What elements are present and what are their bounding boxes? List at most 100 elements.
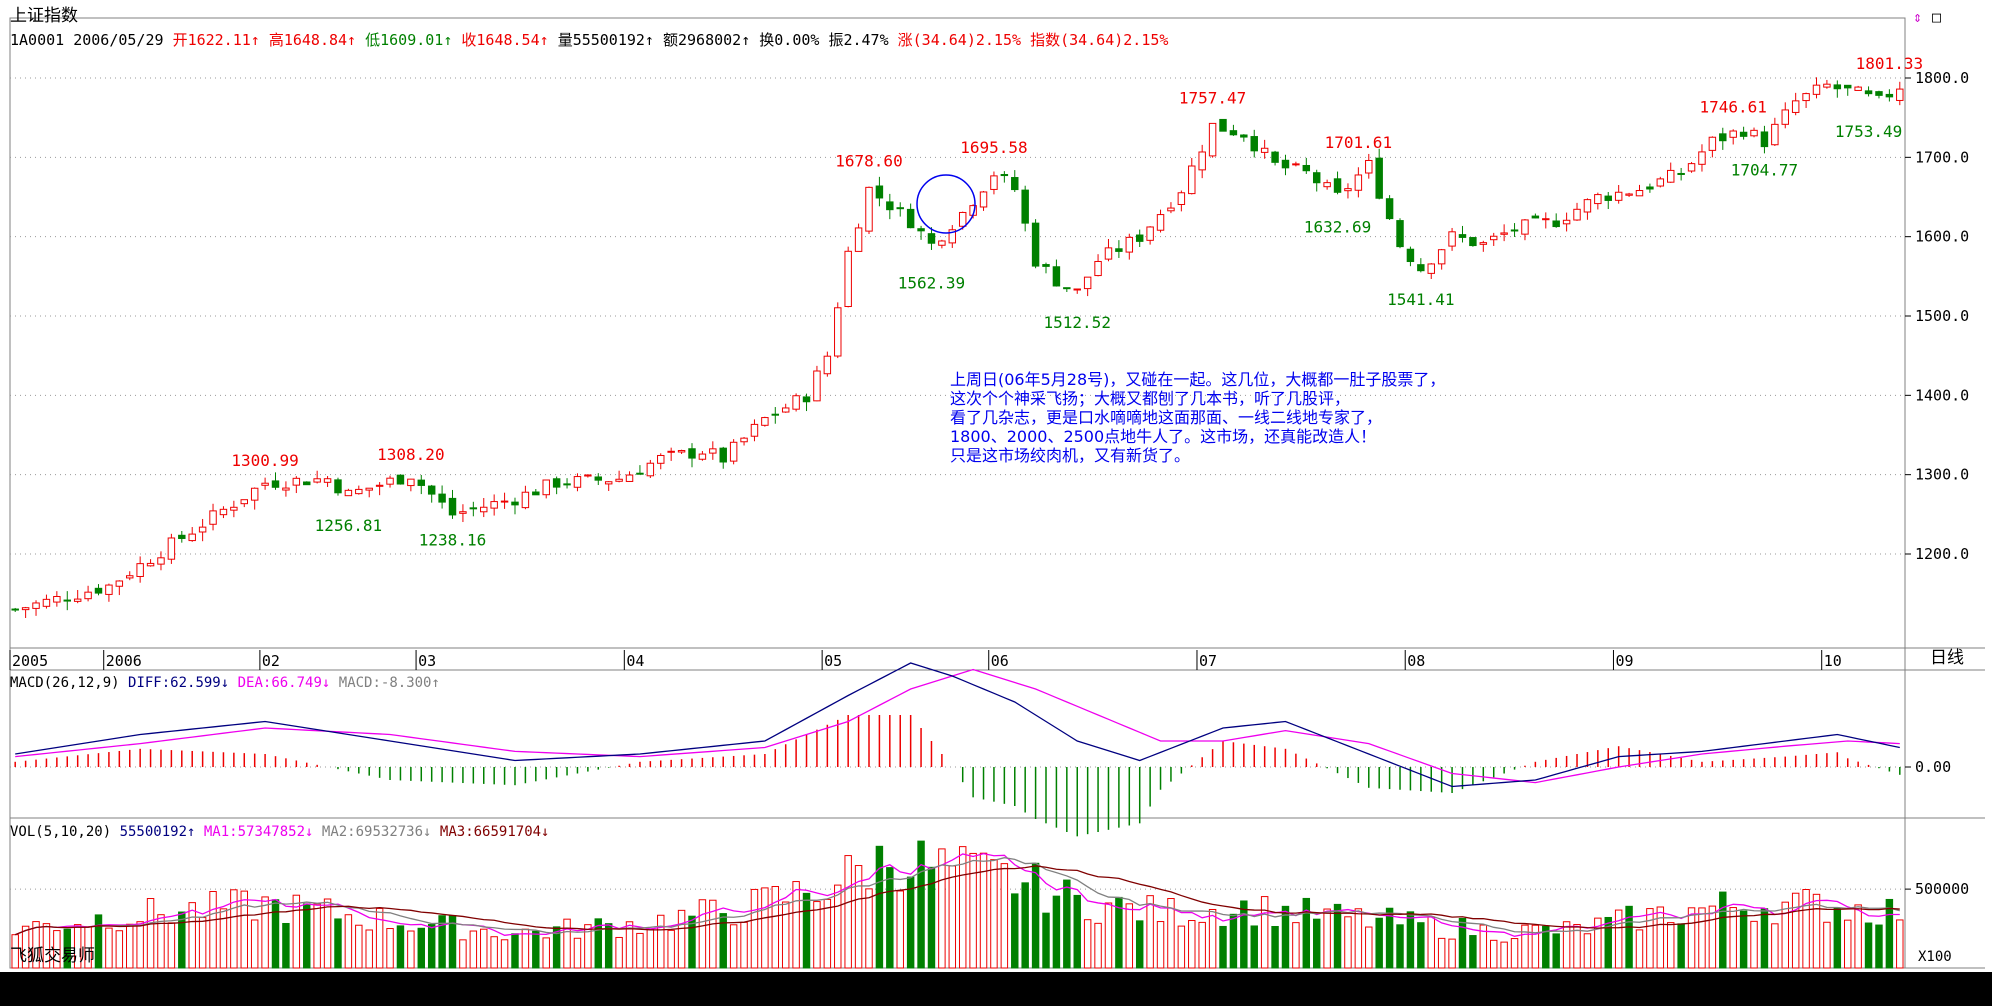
volume-bar: [323, 898, 332, 969]
volume-bar: [615, 936, 623, 969]
candle-body: [126, 575, 134, 579]
volume-bar: [1656, 906, 1665, 969]
volume-bar: [1083, 919, 1092, 969]
candle-body: [865, 186, 873, 232]
vol-tick-label: 500000: [1915, 880, 1969, 898]
vol-legend-title: VOL(5,10,20): [10, 824, 120, 840]
candle-body: [1167, 207, 1175, 212]
volume-bar: [500, 939, 509, 969]
volume-bar: [469, 930, 478, 969]
weight-toggle-icon[interactable]: ⇕: [1913, 8, 1923, 26]
vol-legend-ma1: MA1:57347852↓: [203, 824, 314, 840]
diff-line: [15, 662, 1900, 788]
candle-body: [719, 447, 727, 463]
volume-bar: [178, 911, 186, 969]
volume-bar: [230, 889, 238, 969]
candle-body: [448, 497, 457, 516]
x-tick-label: 03: [418, 652, 436, 670]
candle-body: [230, 506, 238, 511]
period-label[interactable]: 日线: [1930, 648, 1964, 668]
candle-body: [875, 185, 884, 199]
vol-legend-ma3: MA3:66591704↓: [439, 824, 550, 840]
volume-bar: [355, 924, 363, 969]
candle-body: [521, 491, 530, 509]
volume-bar: [1729, 907, 1737, 969]
candle-body: [1156, 214, 1165, 231]
volume-bar: [906, 876, 915, 969]
volume-bar: [875, 845, 884, 969]
candle-body: [854, 227, 863, 252]
volume-bar: [136, 921, 144, 969]
candle-body: [396, 474, 405, 485]
candle-body: [1302, 164, 1311, 172]
volume-bar: [969, 852, 977, 969]
candle-body: [771, 413, 780, 416]
volume-bar: [677, 909, 686, 969]
candle-body: [1687, 163, 1696, 172]
volume-bar: [584, 924, 592, 969]
vol-ma3-line: [14, 865, 1900, 936]
volume-bar: [542, 937, 550, 969]
volume-bar: [282, 922, 290, 969]
candle-body: [646, 462, 655, 477]
candle-body: [1750, 129, 1758, 137]
volume-bar: [1240, 900, 1248, 969]
volume-bar: [532, 930, 540, 969]
volume-bar: [1011, 893, 1019, 969]
candle-body: [1823, 83, 1831, 88]
volume-bar: [303, 903, 311, 969]
volume-bar: [459, 939, 467, 969]
volume-legend: VOL(5,10,20) 55500192↑ MA1:57347852↓ MA2…: [10, 825, 549, 839]
volume-bar: [1094, 922, 1102, 969]
volume-bar: [1708, 905, 1717, 969]
candle-body: [344, 489, 353, 497]
x-tick-label: 05: [824, 652, 842, 670]
candle-body: [105, 584, 113, 595]
volume-bar: [407, 930, 415, 969]
volume-bar: [896, 890, 904, 969]
volume-bar: [1698, 907, 1706, 969]
vol-legend-ma2: MA2:69532736↓: [321, 824, 432, 840]
price-annotation: 1562.39: [898, 274, 965, 293]
candle-body: [1063, 287, 1071, 290]
volume-bar: [42, 923, 51, 969]
candle-body: [958, 211, 967, 227]
volume-bar: [1885, 898, 1894, 969]
candle-body: [375, 484, 384, 487]
volume-bar: [1406, 911, 1415, 969]
volume-bar: [1594, 917, 1602, 969]
candle-body: [73, 598, 82, 602]
macd-legend-macd: MACD:-8.300↑: [338, 675, 440, 691]
volume-bar: [396, 925, 405, 969]
y-tick-label: 1800.0: [1915, 69, 1969, 87]
candle-body: [480, 506, 488, 513]
candle-body: [781, 407, 790, 413]
candle-body: [917, 228, 925, 232]
volume-bar: [1635, 929, 1644, 969]
turnover-value: 换0.00%: [759, 31, 829, 49]
candle-body: [1729, 130, 1737, 138]
candle-body: [1604, 195, 1612, 201]
candle-body: [303, 481, 311, 486]
x-tick-label: 02: [262, 652, 280, 670]
candle-body: [1625, 193, 1633, 196]
volume-bar: [157, 914, 165, 969]
volume-bar: [73, 924, 82, 969]
x-tick-label: 2005: [12, 652, 48, 670]
candle-body: [802, 396, 811, 403]
candle-body: [1583, 199, 1592, 213]
candle-body: [1250, 136, 1258, 152]
candle-body: [740, 437, 748, 443]
volume-bar: [1312, 918, 1321, 969]
volume-bar: [1760, 908, 1769, 969]
candle-body: [1104, 247, 1113, 260]
candle-body: [625, 474, 634, 482]
window-icon[interactable]: □: [1932, 8, 1942, 26]
volume-bar: [1739, 910, 1748, 969]
candle-body: [750, 423, 759, 437]
candle-body: [823, 355, 832, 375]
volume-bar: [1073, 894, 1081, 969]
high-value: 高1648.84↑: [268, 31, 357, 49]
volume-bar: [1864, 922, 1873, 969]
volume-bar: [979, 852, 988, 969]
